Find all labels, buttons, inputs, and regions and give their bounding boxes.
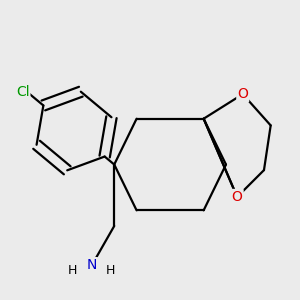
Text: O: O: [237, 87, 248, 101]
Text: H: H: [68, 264, 78, 277]
Text: Cl: Cl: [16, 85, 29, 99]
Text: O: O: [232, 190, 243, 204]
Text: N: N: [87, 258, 97, 272]
Text: H: H: [106, 264, 116, 277]
